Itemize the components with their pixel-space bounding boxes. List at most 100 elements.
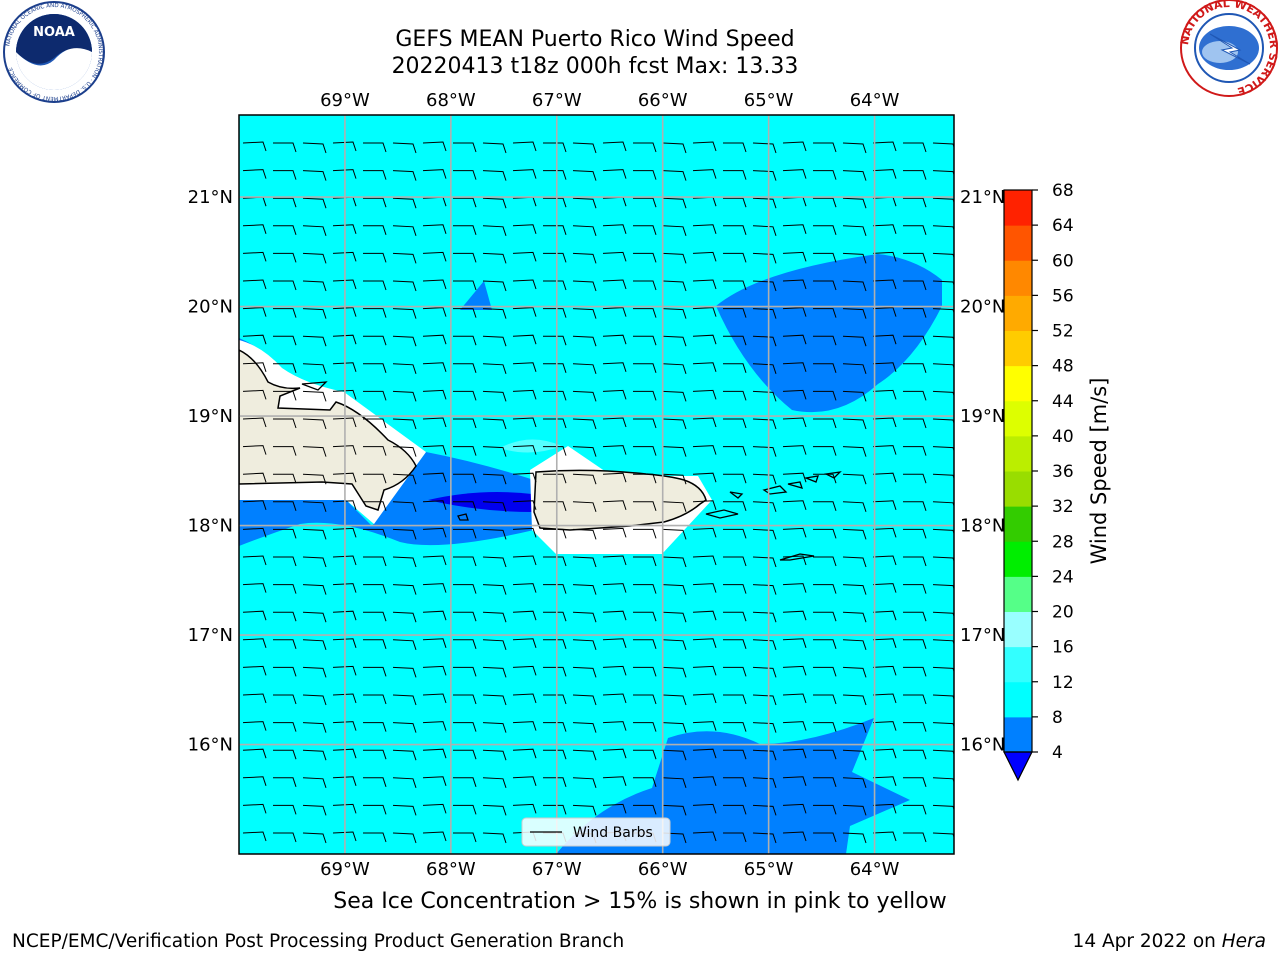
wind-barb xyxy=(692,638,717,648)
wind-barb xyxy=(633,556,657,567)
wind-barb xyxy=(842,390,867,402)
wind-barb xyxy=(932,225,954,232)
wind-barb xyxy=(422,445,447,455)
wind-barb xyxy=(512,803,537,814)
wind-barb xyxy=(692,610,717,621)
lon-label-bottom: 67°W xyxy=(532,859,582,880)
wind-barb xyxy=(903,252,927,263)
wind-barb xyxy=(453,225,477,235)
wind-barb xyxy=(572,584,597,595)
wind-barb xyxy=(872,831,897,842)
wind-barb xyxy=(782,224,807,234)
wind-barb xyxy=(782,721,807,731)
wind-barb xyxy=(543,749,567,760)
wind-barb xyxy=(543,722,567,732)
wind-barb xyxy=(482,418,507,430)
wind-barb xyxy=(453,611,477,622)
wind-barb xyxy=(752,473,777,485)
wind-barb xyxy=(662,473,687,485)
wind-barb xyxy=(512,334,537,345)
wind-barb xyxy=(332,748,357,759)
wind-barb xyxy=(782,334,807,345)
wind-barb xyxy=(422,334,447,345)
colorbar-segment xyxy=(1004,576,1032,612)
wind-barb xyxy=(813,501,837,511)
wind-barb xyxy=(363,611,387,622)
wind-barb xyxy=(543,142,567,153)
wind-barb xyxy=(602,141,627,152)
wind-barb xyxy=(692,665,717,676)
wind-barb xyxy=(723,335,747,346)
wind-barb xyxy=(392,501,417,512)
wind-barb xyxy=(692,748,717,759)
wind-barb xyxy=(813,749,837,760)
wind-barb xyxy=(453,390,477,401)
lat-label-left: 20°N xyxy=(188,297,233,318)
wind-barb xyxy=(602,224,627,234)
wind-barb xyxy=(782,638,807,648)
wind-barb xyxy=(602,251,627,262)
wind-barb xyxy=(692,583,717,593)
wind-barb xyxy=(242,389,267,400)
wind-barb xyxy=(453,363,477,373)
wind-barb xyxy=(482,308,507,319)
legend-label: Wind Barbs xyxy=(573,825,653,841)
wind-barb xyxy=(482,363,507,374)
wind-barb xyxy=(482,722,507,733)
wind-barb xyxy=(363,225,387,235)
wind-barb xyxy=(842,501,867,512)
wind-barb xyxy=(932,446,954,453)
wind-barb xyxy=(932,584,954,591)
lat-label-left: 17°N xyxy=(188,625,233,646)
wind-barb xyxy=(543,335,567,346)
wind-barb xyxy=(543,528,567,539)
wind-barb xyxy=(273,390,297,401)
footer-credit: NCEP/EMC/Verification Post Processing Pr… xyxy=(12,931,625,952)
wind-barb xyxy=(422,610,447,621)
wind-barb xyxy=(723,252,747,263)
wind-barb xyxy=(813,390,837,401)
wind-barb xyxy=(363,170,387,180)
wind-barb xyxy=(332,141,357,152)
colorbar-tick-label: 20 xyxy=(1052,603,1074,623)
wind-barb xyxy=(752,666,777,678)
wind-barb xyxy=(543,197,567,208)
wind-barb xyxy=(273,308,297,318)
wind-barb xyxy=(662,584,687,595)
wind-barb xyxy=(752,197,777,209)
wind-barb xyxy=(392,335,417,347)
wind-barb xyxy=(332,389,357,400)
wind-barb xyxy=(723,473,747,484)
colorbar-segment xyxy=(1004,681,1032,718)
wind-barb xyxy=(332,334,357,345)
wind-barb xyxy=(692,417,717,428)
wind-barb xyxy=(242,831,267,842)
wind-barb xyxy=(363,335,387,346)
wind-barb xyxy=(872,445,897,455)
wind-barb xyxy=(602,445,627,455)
wind-barb xyxy=(512,776,537,786)
wind-barb xyxy=(752,749,777,761)
wind-barb xyxy=(302,501,327,512)
wind-barb xyxy=(782,665,807,676)
wind-barb xyxy=(602,665,627,676)
lon-label-top: 69°W xyxy=(320,90,370,111)
wind-barb xyxy=(332,307,357,317)
wind-barb xyxy=(482,280,507,292)
wind-barb xyxy=(752,528,777,540)
wind-barb xyxy=(453,335,477,346)
wind-barb xyxy=(302,308,327,319)
wind-barb xyxy=(782,527,807,538)
colorbar-segment xyxy=(1004,471,1032,507)
wind-barb xyxy=(242,721,267,731)
wind-barb xyxy=(662,335,687,347)
wind-barb xyxy=(903,584,927,594)
wind-barb xyxy=(543,777,567,787)
wind-barb xyxy=(242,583,267,593)
wind-barb xyxy=(872,638,897,648)
wind-barb xyxy=(872,334,897,345)
wind-barb xyxy=(572,749,597,761)
wind-barb xyxy=(813,804,837,815)
wind-barb xyxy=(572,501,597,512)
wind-barb xyxy=(602,721,627,731)
